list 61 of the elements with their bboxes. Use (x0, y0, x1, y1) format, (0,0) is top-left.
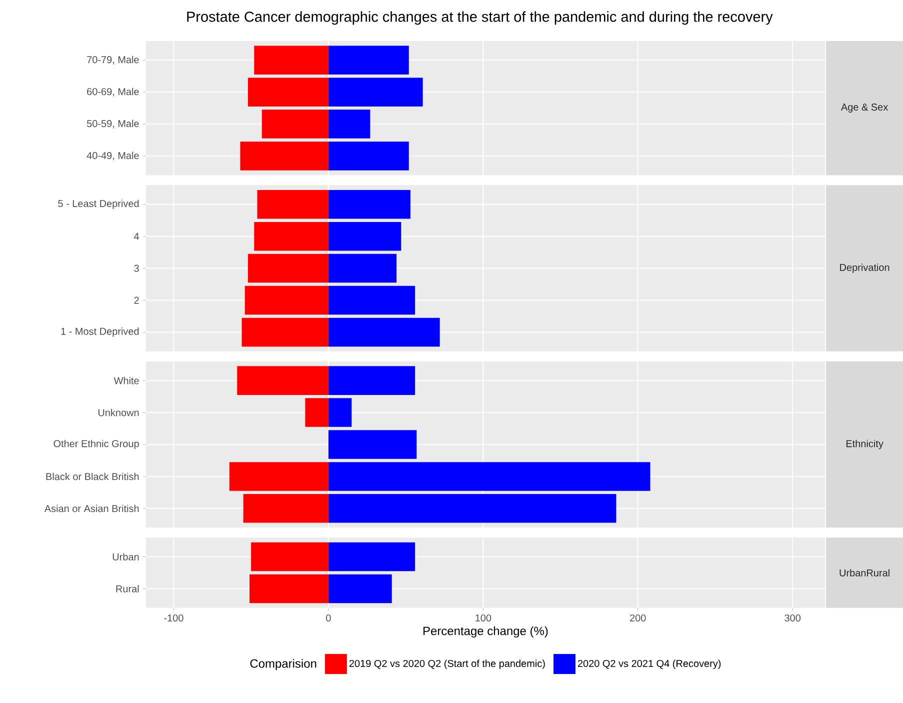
y-tick-label: Unknown (98, 408, 139, 416)
y-tick-label: Urban (112, 553, 139, 560)
y2-axis-title: Age & Sex (840, 103, 888, 112)
y-tick-label: White (114, 376, 139, 384)
y2-axis-title: UrbanRural (840, 568, 890, 576)
y-tick-label: Black or Black British (46, 472, 139, 480)
y-tick-label: 2 (134, 296, 139, 304)
y-tick-label: Rural (116, 584, 139, 592)
chart-title: Prostate Cancer demographic changes at the start of the pandemic and during the recovery (187, 11, 773, 25)
bar (229, 462, 328, 491)
bar (243, 494, 328, 523)
y-tick-label: 70-79, Male (87, 56, 139, 64)
bar (237, 366, 328, 395)
bar (328, 46, 409, 74)
bar (244, 286, 328, 315)
bar (242, 318, 328, 347)
bar (328, 222, 402, 251)
legend-label: 2020 Q2 vs 2021 Q4 (Recovery) (578, 660, 721, 669)
bar (240, 142, 328, 170)
bar (328, 254, 396, 283)
legend-title: Comparision (250, 658, 316, 670)
y-tick-label: Other Ethnic Group (54, 440, 139, 450)
bar (328, 78, 423, 106)
legend-label: 2019 Q2 vs 2020 Q2 (Start of the pandemic) (349, 660, 545, 669)
bar (328, 542, 416, 572)
x-tick-label: -100 (164, 614, 184, 622)
bar (328, 190, 410, 219)
y-tick-label: 50-59, Male (86, 120, 139, 128)
x-axis-title: Percentage change (%) (423, 626, 548, 638)
bar (248, 254, 328, 283)
y-tick-label: 3 (134, 264, 139, 272)
bar (254, 46, 328, 74)
bar (262, 110, 328, 138)
bar (250, 574, 328, 604)
y-tick-label: 40-49, Male (86, 152, 139, 160)
x-tick-label: 0 (326, 614, 331, 622)
y-tick-label: 4 (134, 232, 140, 240)
bar (328, 494, 616, 523)
bar (328, 398, 352, 427)
bar (248, 78, 328, 106)
bar (328, 366, 416, 395)
bar (328, 318, 440, 347)
bar (328, 462, 650, 491)
bar (251, 542, 328, 572)
y-tick-label: Asian or Asian British (44, 504, 139, 512)
bar (328, 142, 409, 170)
y-tick-label: 60-69, Male (87, 88, 139, 96)
bar (328, 286, 416, 315)
bar (305, 398, 328, 427)
bar (328, 574, 392, 604)
bar (328, 110, 370, 138)
y-tick-label: 1 - Most Deprived (61, 327, 139, 337)
bar (257, 190, 328, 219)
y-tick-label: 5 - Least Deprived (58, 200, 139, 209)
bar (254, 222, 328, 251)
x-tick-label: 300 (784, 614, 801, 622)
y2-axis-title: Ethnicity (846, 440, 884, 450)
y2-axis-title: Deprivation (840, 264, 890, 273)
bar (328, 430, 417, 459)
x-tick-label: 100 (476, 614, 492, 622)
x-tick-label: 200 (630, 614, 646, 622)
